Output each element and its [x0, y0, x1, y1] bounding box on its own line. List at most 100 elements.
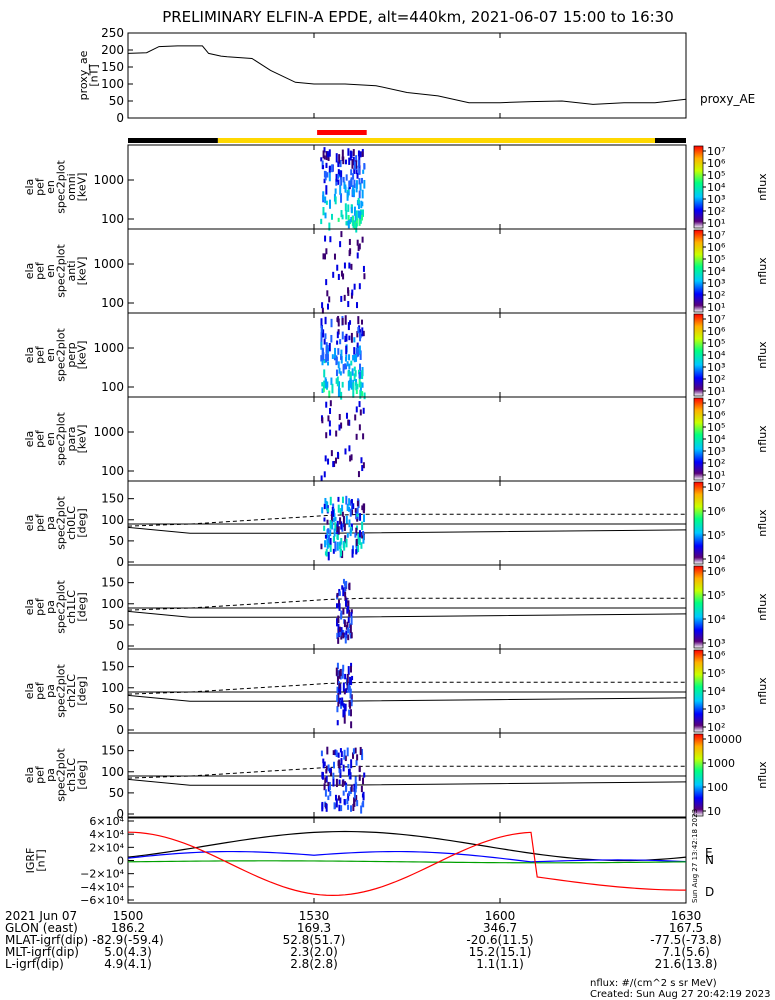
- spec-pixel: [359, 151, 362, 158]
- cbar-label-text: nflux: [756, 593, 769, 621]
- spec-pixel: [348, 180, 351, 187]
- pa-ylabel-line: pa: [44, 768, 57, 782]
- ephem-cell: 52.8(51.7): [283, 933, 346, 947]
- y-tick-label: 150: [101, 492, 124, 506]
- y-tick-label: 0: [116, 639, 124, 653]
- pa-pixel: [341, 672, 344, 679]
- spec-pixel: [363, 273, 366, 280]
- y-tick-label: 2×10⁴: [89, 841, 124, 854]
- pa-pixel: [343, 755, 346, 760]
- pa3-cbar-label: nflux: [756, 677, 769, 705]
- pa-pixel: [327, 786, 330, 792]
- cbar-tick-label: 10⁴: [707, 349, 726, 362]
- pa4-cbar-label: nflux: [756, 761, 769, 789]
- pa-pixel: [353, 791, 356, 801]
- pa-pixel: [339, 769, 342, 778]
- spec-pixel: [328, 390, 331, 398]
- spec-pixel: [361, 391, 364, 397]
- pa-pixel: [326, 519, 329, 525]
- spec-pixel: [341, 214, 344, 220]
- pa-pixel: [337, 637, 340, 644]
- spec-ylabel-line: pef: [33, 429, 46, 448]
- spec-pixel: [356, 331, 359, 338]
- y-tick-label: 50: [109, 702, 124, 716]
- spec-pixel: [353, 179, 356, 189]
- pa-pixel: [340, 538, 343, 545]
- pa-pixel: [333, 528, 336, 537]
- spec-pixel: [358, 168, 361, 175]
- legend-n: N: [705, 853, 714, 867]
- cbar-tick-label: 10³: [707, 193, 725, 206]
- spec-pixel: [350, 332, 353, 343]
- spec1-colorbar: [693, 145, 704, 229]
- pa-pixel: [324, 789, 327, 797]
- pa-pixel: [333, 761, 336, 769]
- pa-pixel: [323, 761, 326, 767]
- spec-ylabel-line: perp: [65, 342, 78, 367]
- pa-ylabel-line: pef: [33, 597, 46, 616]
- pa-pixel: [355, 795, 358, 802]
- pa-ylabel-line: spec2plot: [54, 580, 67, 634]
- spec-pixel: [358, 424, 361, 431]
- ephem-cell: -82.9(-59.4): [92, 933, 163, 947]
- y-tick-label: 50: [109, 786, 124, 800]
- pa-pixel: [342, 682, 345, 692]
- pa-pixel: [351, 507, 354, 515]
- pa-pixel: [336, 592, 339, 598]
- pa-pixel: [341, 496, 344, 504]
- spec-pixel: [349, 320, 352, 325]
- y-tick-label: 50: [109, 534, 124, 548]
- pa-pixel: [324, 551, 327, 556]
- spec-pixel: [325, 342, 328, 352]
- spec-pixel: [348, 335, 351, 341]
- spec-pixel: [322, 150, 325, 159]
- loss-cone-line: [127, 694, 687, 702]
- pa3-colorbar: [693, 649, 704, 733]
- spec-pixel: [358, 190, 361, 199]
- y-tick-label: 100: [101, 597, 124, 611]
- pa-pixel: [354, 787, 357, 793]
- spec-ylabel-line: anti: [65, 260, 78, 281]
- pa-pixel: [360, 805, 363, 814]
- spec-pixel: [347, 148, 350, 156]
- pa-pixel: [323, 525, 326, 531]
- pa-ylabel-line: [deg]: [75, 592, 88, 621]
- y-tick-label: 100: [101, 513, 124, 527]
- spec-pixel: [347, 215, 350, 221]
- pa-pixel: [356, 516, 359, 522]
- spec-pixel: [348, 445, 351, 452]
- spec-pixel: [355, 218, 358, 227]
- pa-pixel: [343, 749, 346, 757]
- y-tick-label: 0: [116, 723, 124, 737]
- spec-panel-3: 1000100elapefenspec2plotperp[keV]10⁷10⁶1…: [23, 312, 769, 400]
- spec-pixel: [359, 363, 362, 372]
- cbar-tick-label: 10⁴: [707, 613, 726, 626]
- cbar-tick-label: 10⁵: [707, 169, 725, 182]
- spec-pixel: [343, 181, 346, 189]
- pa-pixel: [325, 765, 328, 770]
- spec-pixel: [347, 419, 350, 426]
- spec-pixel: [355, 381, 358, 391]
- spec-pixel: [340, 177, 343, 186]
- pa-pixel: [326, 529, 329, 539]
- pa-pixel: [359, 513, 362, 521]
- ephem-row-label: L-igrf(dip): [5, 957, 64, 971]
- spec-pixel: [358, 371, 361, 380]
- pa-pixel: [344, 755, 347, 762]
- pa-pixel: [347, 793, 350, 801]
- pa-pixel: [324, 777, 327, 784]
- pa-pixel: [342, 790, 345, 796]
- side-stamp: Sun Aug 27 13:42:18 2023: [691, 809, 699, 903]
- pa-pixel: [350, 666, 353, 673]
- spec-pixel: [331, 164, 334, 173]
- pa-pixel: [349, 528, 352, 537]
- ephem-cell: 5.0(4.3): [104, 945, 152, 959]
- pa-pixel: [362, 514, 365, 523]
- pa-pixel: [343, 581, 346, 586]
- igrf-e-line: [127, 830, 687, 862]
- spec-pixel: [320, 325, 323, 333]
- spec-pixel: [341, 149, 344, 160]
- pa-ylabel-line: [deg]: [75, 760, 88, 789]
